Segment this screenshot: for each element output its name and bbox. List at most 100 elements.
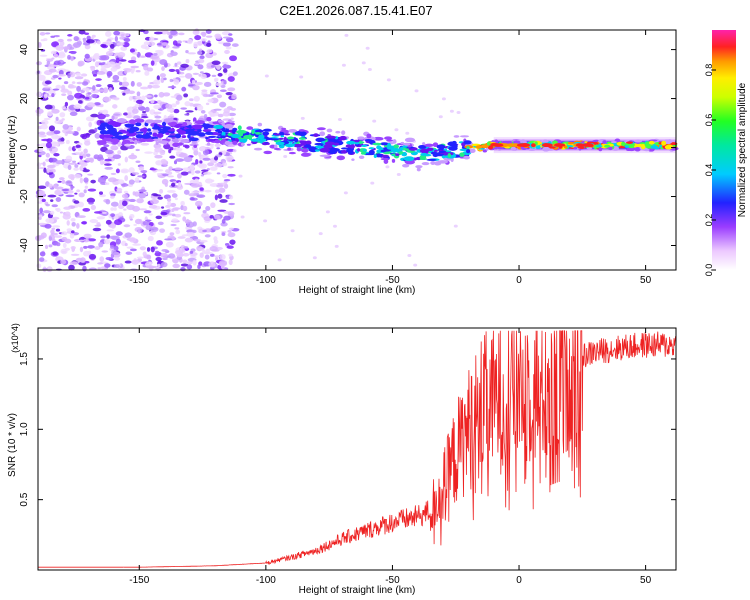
noise-speckle: [144, 106, 150, 113]
noise-speckle: [70, 185, 75, 189]
noise-speckle: [189, 255, 197, 259]
noise-speckle: [167, 85, 177, 89]
noise-speckle: [124, 260, 132, 264]
noise-speckle: [75, 151, 81, 155]
noise-speckle: [73, 167, 79, 171]
noise-speckle: [50, 232, 59, 236]
noise-speckle: [94, 133, 101, 139]
noise-speckle: [110, 213, 116, 218]
noise-speckle: [124, 156, 129, 163]
noise-speckle: [231, 93, 237, 100]
ridge-blob: [513, 140, 521, 145]
noise-speckle: [52, 225, 61, 228]
noise-speckle: [221, 218, 226, 224]
ridge-blob: [204, 131, 214, 136]
ridge-blob: [335, 130, 341, 134]
ridge-blob: [379, 142, 389, 146]
noise-speckle: [65, 139, 70, 145]
noise-speckle: [209, 246, 218, 252]
ridge-blob: [420, 152, 428, 156]
noise-speckle: [161, 178, 169, 185]
ridge-blob: [266, 142, 270, 145]
ridge-blob: [340, 150, 348, 154]
noise-speckle: [136, 82, 142, 87]
noise-speckle: [372, 119, 377, 123]
noise-speckle: [66, 94, 75, 101]
noise-speckle: [88, 201, 94, 205]
ridge-blob: [147, 128, 152, 132]
ridge-blob: [430, 151, 438, 155]
noise-speckle: [84, 185, 89, 189]
noise-speckle: [453, 224, 458, 228]
noise-speckle: [61, 188, 70, 192]
noise-speckle: [196, 104, 204, 111]
noise-speckle: [119, 59, 127, 62]
noise-speckle: [122, 76, 127, 81]
ridge-blob: [386, 145, 395, 150]
ridge-blob: [661, 140, 667, 146]
ridge-blob: [670, 142, 678, 146]
ridge-blob: [181, 135, 187, 139]
noise-speckle: [77, 62, 83, 67]
noise-speckle: [70, 205, 76, 209]
noise-speckle: [179, 252, 184, 258]
noise-speckle: [180, 266, 186, 272]
ridge-blob: [341, 130, 346, 135]
noise-speckle: [154, 49, 164, 53]
ridge-blob: [415, 165, 423, 169]
noise-speckle: [161, 206, 165, 209]
noise-speckle: [70, 230, 75, 234]
ridge-blob: [360, 151, 367, 155]
ridge-blob: [356, 148, 361, 152]
ridge-blob: [314, 149, 320, 152]
ridge-blob: [297, 131, 307, 137]
ridge-blob: [239, 138, 247, 144]
noise-speckle: [175, 147, 183, 152]
noise-speckle: [83, 233, 92, 239]
noise-speckle: [192, 85, 200, 91]
ridge-blob: [586, 147, 593, 150]
noise-speckle: [105, 256, 113, 261]
noise-speckle: [97, 267, 101, 270]
ridge-blob: [206, 116, 212, 122]
noise-speckle: [53, 60, 61, 66]
ridge-core: [585, 143, 594, 147]
noise-speckle: [216, 172, 221, 175]
noise-speckle: [124, 243, 128, 247]
noise-speckle: [449, 109, 454, 113]
noise-speckle: [222, 63, 228, 69]
noise-speckle: [78, 192, 85, 198]
noise-speckle: [132, 108, 139, 114]
y-tick-label: 1.5: [19, 352, 30, 366]
noise-speckle: [47, 194, 57, 198]
noise-speckle: [43, 93, 48, 99]
noise-speckle: [177, 40, 182, 44]
noise-speckle: [199, 239, 208, 243]
noise-speckle: [208, 261, 216, 268]
noise-speckle: [118, 212, 123, 217]
noise-speckle: [65, 194, 75, 198]
noise-speckle: [223, 215, 231, 221]
noise-speckle: [161, 42, 168, 46]
ridge-blob: [339, 135, 347, 141]
ridge-blob: [171, 127, 175, 131]
noise-speckle: [222, 150, 227, 156]
noise-speckle: [132, 172, 140, 175]
noise-speckle: [224, 49, 230, 54]
noise-speckle: [92, 85, 96, 91]
ridge-blob: [373, 154, 377, 159]
noise-speckle: [114, 35, 119, 42]
noise-speckle: [53, 53, 59, 58]
ridge-blob: [559, 146, 563, 149]
noise-speckle: [116, 187, 123, 192]
ridge-blob: [275, 141, 285, 146]
noise-speckle: [123, 224, 131, 228]
noise-speckle: [149, 222, 154, 227]
noise-speckle: [128, 179, 135, 185]
noise-speckle: [216, 94, 223, 99]
ridge-blob: [148, 131, 153, 135]
snr-multiplier-label: (x10^4): [10, 323, 20, 353]
noise-speckle: [198, 246, 205, 251]
noise-speckle: [73, 104, 82, 110]
noise-speckle: [219, 89, 227, 93]
